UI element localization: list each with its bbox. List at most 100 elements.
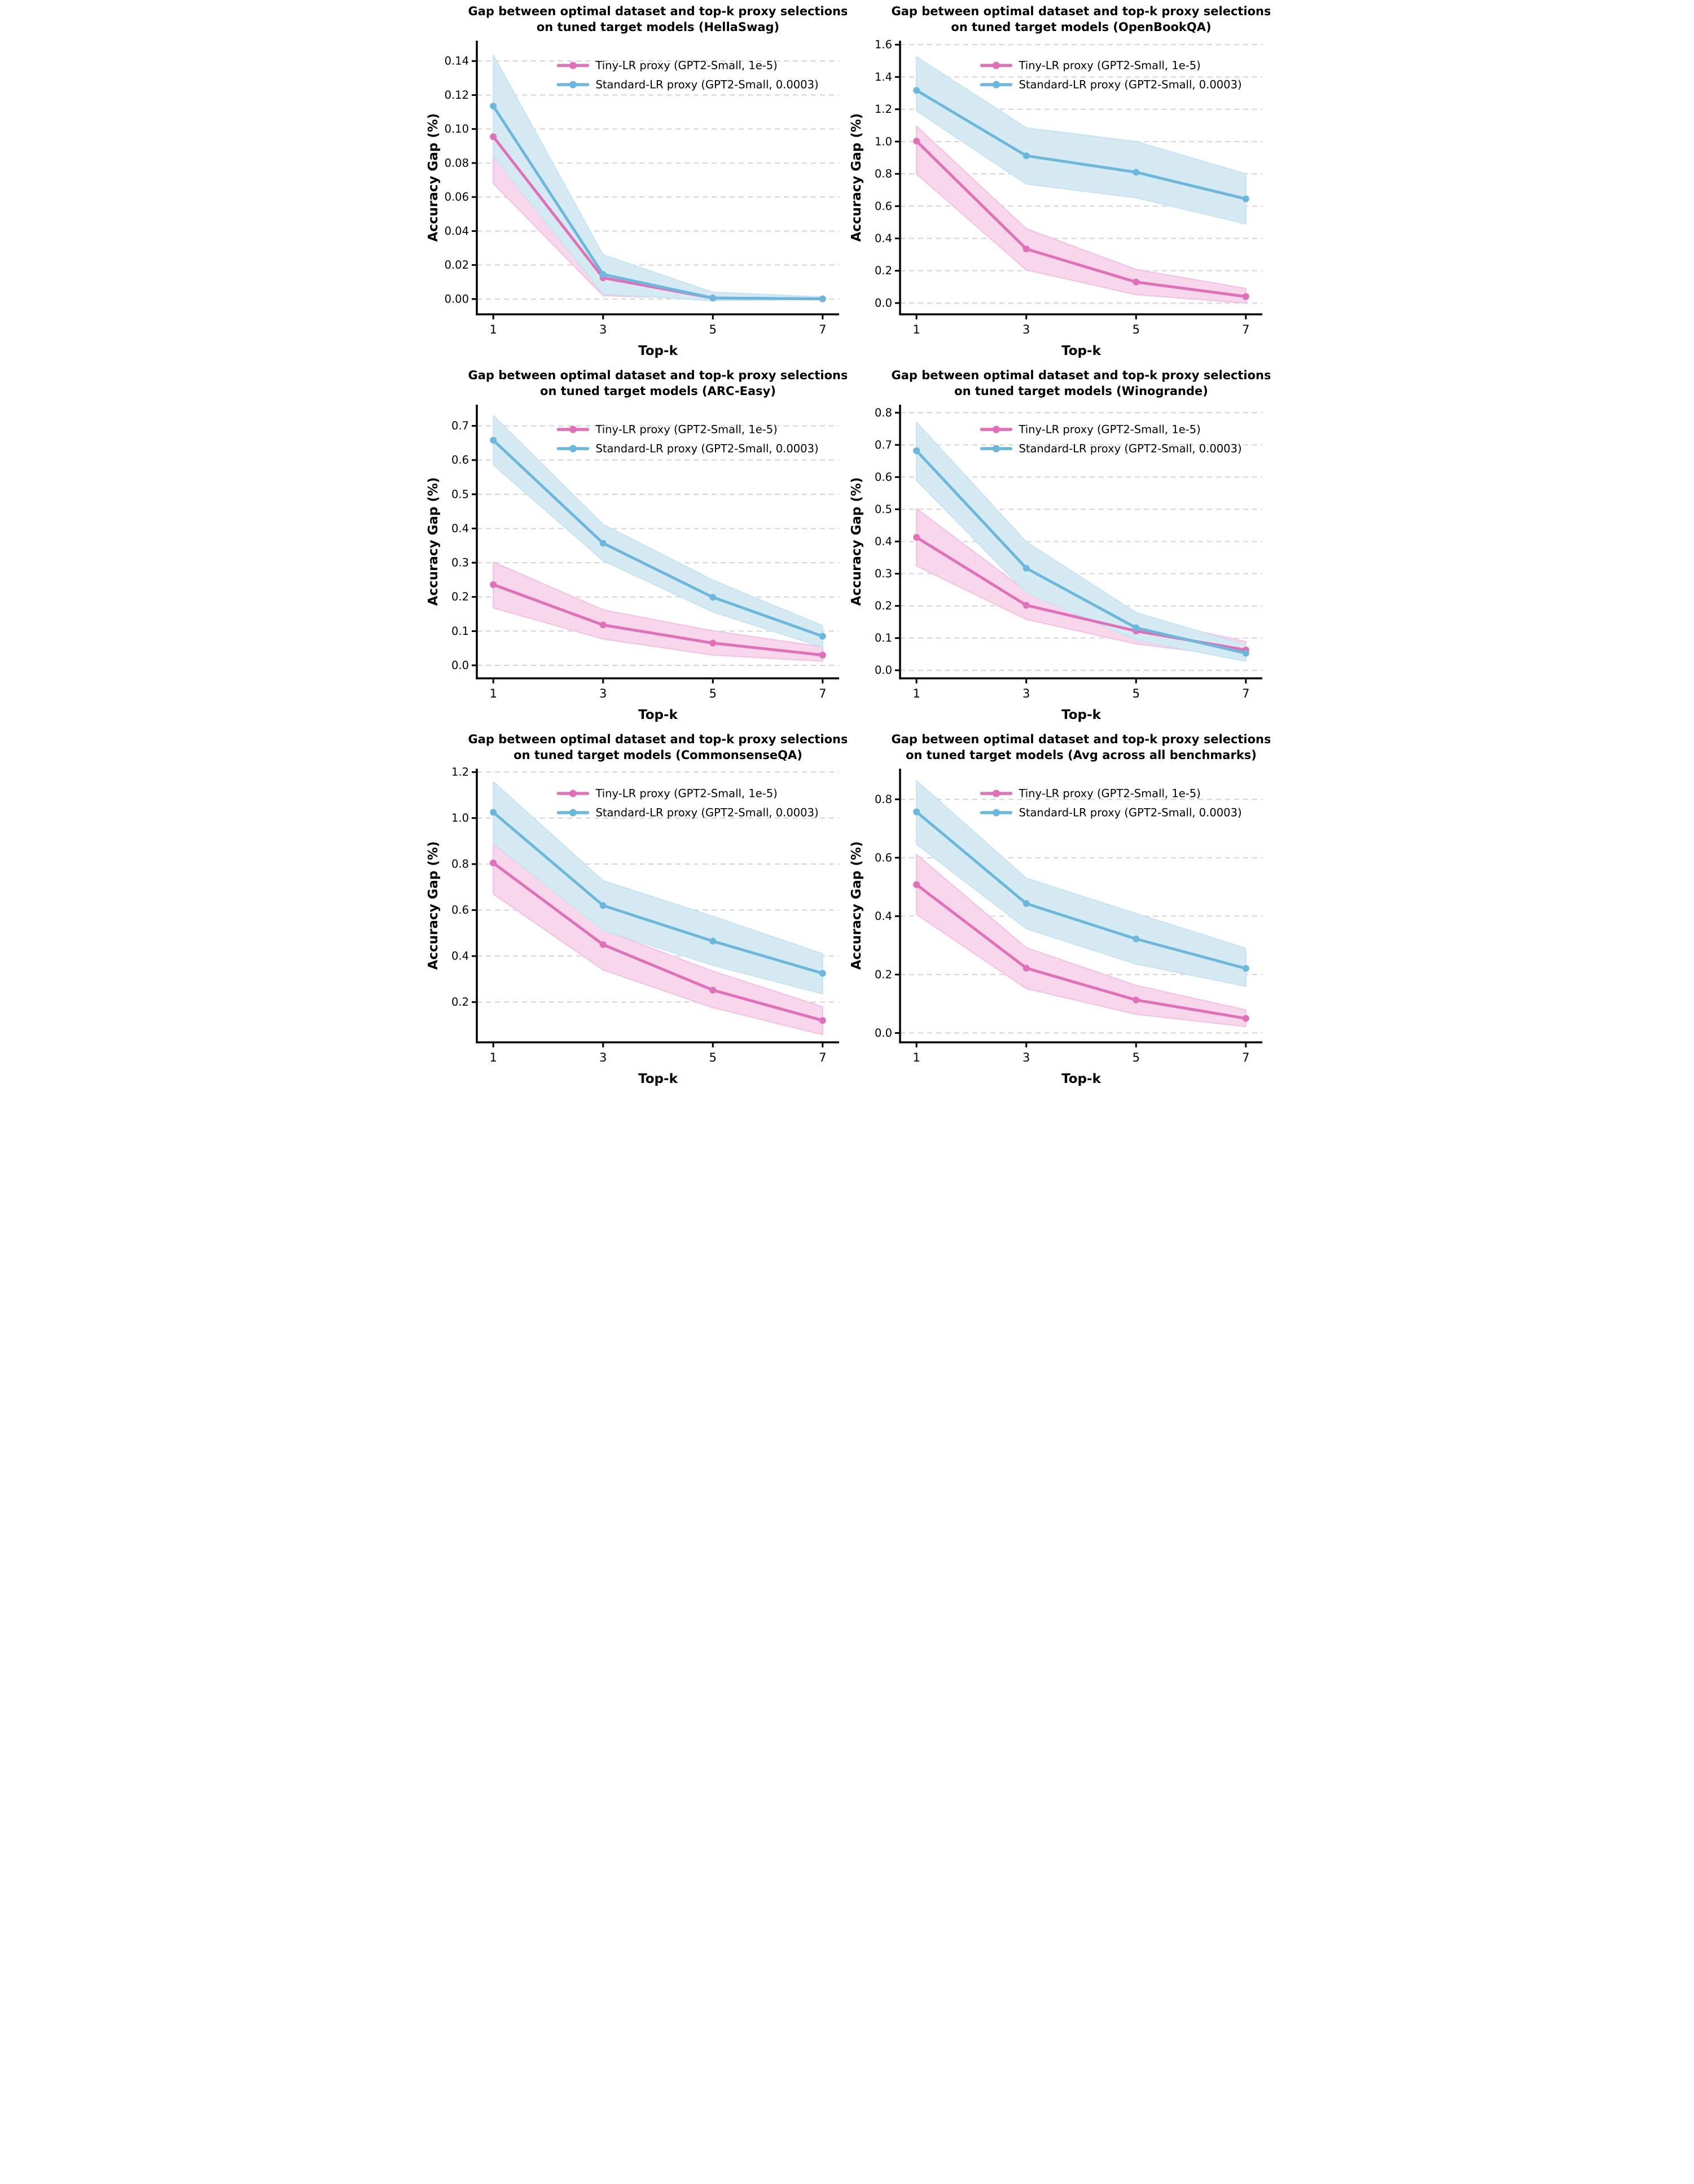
y-tick-label: 0.7 <box>874 438 892 451</box>
y-tick-label: 0.00 <box>444 292 468 305</box>
y-tick-label: 1.4 <box>874 71 892 84</box>
x-tick-label: 1 <box>912 687 920 700</box>
series-line-tiny-lr <box>915 883 1247 1020</box>
chart-arc-easy: 0.0 0.1 0.2 0.3 0.4 0.5 0.6 0.7 1 3 5 7 Gap between … <box>426 369 847 722</box>
confidence-band-standard-lr <box>915 780 1247 987</box>
data-point-marker <box>1242 965 1249 972</box>
y-axis-label: Accuracy Gap (%) <box>426 477 441 606</box>
legend-label: Standard-LR proxy (GPT2-Small, 0.0003) <box>1019 78 1241 91</box>
chart-title-line1: Gap between optimal dataset and top-k pr… <box>468 5 847 18</box>
series-line-tiny-lr <box>915 139 1247 299</box>
legend: Tiny-LR proxy (GPT2-Small, 1e-5) Standard… <box>980 423 1241 455</box>
y-tick-label: 0.8 <box>874 793 892 806</box>
data-point-marker <box>709 639 716 647</box>
confidence-band-tiny-lr <box>915 125 1247 304</box>
y-axis-label: Accuracy Gap (%) <box>849 113 864 242</box>
data-point-marker <box>819 633 826 640</box>
legend-swatch-marker <box>992 426 1000 433</box>
y-tick-label: 0.06 <box>444 191 468 204</box>
chart-avg: 0.0 0.2 0.4 0.6 0.8 1 3 5 7 Gap between optimal d… <box>849 733 1270 1086</box>
legend-label: Tiny-LR proxy (GPT2-Small, 1e-5) <box>595 423 777 436</box>
y-tick-label: 0.1 <box>451 625 468 638</box>
data-point-marker <box>819 295 826 302</box>
confidence-band-standard-lr <box>492 781 823 995</box>
legend-label: Standard-LR proxy (GPT2-Small, 0.0003) <box>595 442 818 455</box>
data-point-marker <box>489 859 497 867</box>
legend-swatch-marker <box>992 81 1000 89</box>
chart-title-line1: Gap between optimal dataset and top-k pr… <box>468 369 847 382</box>
data-point-marker <box>1242 195 1249 203</box>
y-tick-label: 0.4 <box>874 232 892 245</box>
y-axis-label: Accuracy Gap (%) <box>426 113 441 242</box>
chart-cell-winogrande: 0.0 0.1 0.2 0.3 0.4 0.5 0.6 0.7 0.8 1 3 5 7 Gap betwe… <box>846 364 1270 728</box>
x-tick-label: 5 <box>709 323 716 336</box>
data-point-marker <box>709 594 716 601</box>
y-tick-label: 0.02 <box>444 258 468 271</box>
x-tick-label: 3 <box>599 687 607 700</box>
y-tick-label: 0.04 <box>444 225 468 238</box>
y-tick-label: 0.6 <box>874 851 892 864</box>
y-tick-label: 0.8 <box>874 168 892 181</box>
chart-title-line2: on tuned target models (Avg across all b… <box>906 748 1257 762</box>
legend-swatch-marker <box>992 809 1000 817</box>
data-point-marker <box>1022 564 1030 572</box>
data-point-marker <box>489 437 497 444</box>
x-tick-label: 3 <box>1022 323 1030 336</box>
data-point-marker <box>1242 650 1249 657</box>
data-point-marker <box>1242 293 1249 300</box>
y-tick-label: 1.0 <box>874 135 892 148</box>
legend-label: Tiny-LR proxy (GPT2-Small, 1e-5) <box>1018 787 1200 800</box>
chart-title-line2: on tuned target models (CommonsenseQA) <box>514 748 802 762</box>
legend-swatch-marker <box>992 62 1000 69</box>
axes: 0.0 0.1 0.2 0.3 0.4 0.5 0.6 0.7 0.8 1 3 5 7 <box>874 405 1262 700</box>
confidence-band-standard-lr <box>492 54 823 301</box>
y-tick-label: 0.0 <box>874 296 892 309</box>
axes: 0.2 0.4 0.6 0.8 1.0 1.2 1 3 5 7 <box>451 766 839 1064</box>
legend-swatch-marker <box>569 81 577 89</box>
data-point-marker <box>1022 152 1030 160</box>
data-point-marker <box>489 102 497 109</box>
y-tick-label: 0.2 <box>451 995 468 1008</box>
data-point-marker <box>599 540 607 547</box>
legend-label: Tiny-LR proxy (GPT2-Small, 1e-5) <box>595 59 777 72</box>
x-tick-label: 1 <box>912 323 920 336</box>
y-tick-label: 0.5 <box>874 503 892 516</box>
y-tick-label: 0.5 <box>451 488 468 501</box>
x-tick-label: 1 <box>912 1051 920 1064</box>
data-point-marker <box>489 581 497 588</box>
y-tick-label: 0.4 <box>451 950 468 963</box>
data-point-marker <box>489 809 497 816</box>
y-tick-label: 0.12 <box>444 89 468 102</box>
y-tick-label: 1.2 <box>874 103 892 116</box>
legend-swatch-marker <box>569 426 577 433</box>
confidence-band-tiny-lr <box>492 843 823 1036</box>
data-point-marker <box>819 970 826 977</box>
data-point-marker <box>1242 1015 1249 1022</box>
data-point-marker <box>599 902 607 909</box>
legend-label: Standard-LR proxy (GPT2-Small, 0.0003) <box>595 78 818 91</box>
x-axis-label: Top-k <box>638 1072 678 1086</box>
gridlines <box>476 60 839 300</box>
data-point-marker <box>1022 964 1030 972</box>
x-axis-label: Top-k <box>638 708 678 722</box>
y-tick-label: 0.1 <box>874 631 892 644</box>
series-line-standard-lr <box>491 438 824 638</box>
data-point-marker <box>599 271 607 278</box>
chart-title-line2: on tuned target models (ARC-Easy) <box>540 384 776 398</box>
y-tick-label: 0.08 <box>444 156 468 169</box>
chart-cell-avg: 0.0 0.2 0.4 0.6 0.8 1 3 5 7 Gap between optimal d… <box>846 728 1270 1092</box>
confidence-band-standard-lr <box>915 56 1247 225</box>
chart-cell-hellaswag: 0.00 0.02 0.04 0.06 0.08 0.10 0.12 0.14 1 3 5 7 Gap … <box>423 0 847 364</box>
y-tick-label: 0.6 <box>451 454 468 467</box>
x-tick-label: 7 <box>819 687 826 700</box>
x-tick-label: 7 <box>1242 687 1249 700</box>
legend: Tiny-LR proxy (GPT2-Small, 1e-5) Standard… <box>980 787 1241 819</box>
data-point-marker <box>599 941 607 948</box>
series-line-tiny-lr <box>491 861 824 1022</box>
y-tick-label: 0.2 <box>874 599 892 612</box>
chart-openbookqa: 0.0 0.2 0.4 0.6 0.8 1.0 1.2 1.4 1.6 1 3 5 7 Gap betwe… <box>849 5 1270 358</box>
chart-cell-commonsenseqa: 0.2 0.4 0.6 0.8 1.0 1.2 1 3 5 7 Gap between optima… <box>423 728 847 1092</box>
chart-cell-openbookqa: 0.0 0.2 0.4 0.6 0.8 1.0 1.2 1.4 1.6 1 3 5 7 Gap betwe… <box>846 0 1270 364</box>
chart-winogrande: 0.0 0.1 0.2 0.3 0.4 0.5 0.6 0.7 0.8 1 3 5 7 Gap betwe… <box>849 369 1270 722</box>
series-line-standard-lr <box>915 449 1247 655</box>
